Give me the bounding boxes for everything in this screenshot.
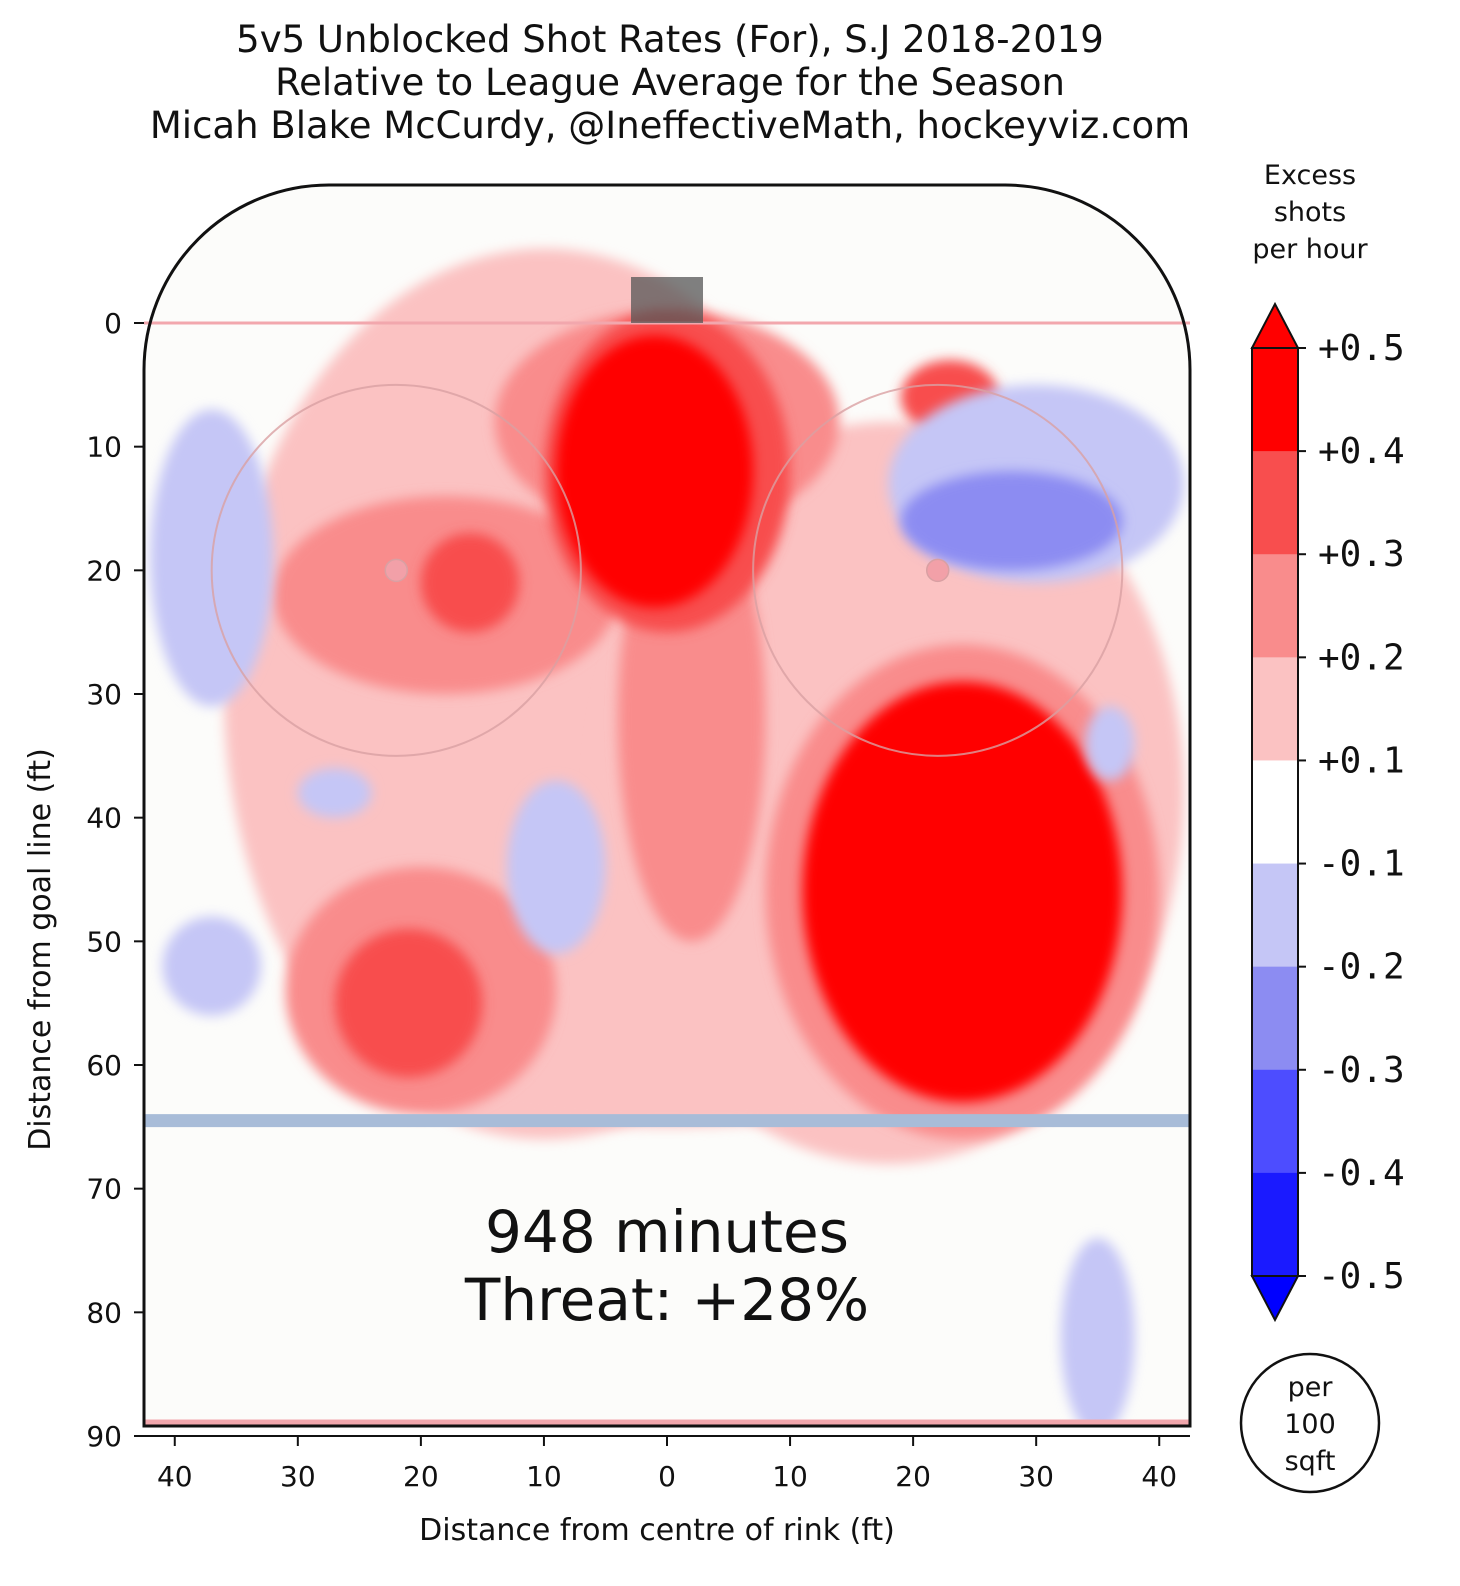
minutes-annotation: 948 minutes bbox=[485, 1198, 849, 1266]
x-tick-label: 30 bbox=[1018, 1460, 1054, 1493]
colorbar-tick-label: -0.3 bbox=[1318, 1050, 1405, 1091]
y-tick-label: 40 bbox=[86, 802, 122, 835]
x-tick-label: 0 bbox=[658, 1460, 676, 1493]
contour-region bbox=[1085, 706, 1135, 781]
faceoff-dot bbox=[384, 558, 409, 583]
unit-badge-line: per bbox=[1288, 1372, 1334, 1403]
colorbar-band bbox=[1252, 451, 1298, 555]
y-tick-label: 90 bbox=[86, 1420, 122, 1453]
y-tick-label: 10 bbox=[86, 431, 122, 464]
contour-layer bbox=[150, 248, 1184, 1426]
colorbar-tick-label: +0.1 bbox=[1318, 740, 1405, 781]
unit-badge-circle bbox=[1239, 1352, 1381, 1494]
chart-title: 5v5 Unblocked Shot Rates (For), S.J 2018… bbox=[236, 18, 1104, 61]
x-tick-label: 40 bbox=[1141, 1460, 1177, 1493]
colorbar-tick-label: +0.2 bbox=[1318, 637, 1405, 678]
y-tick-label: 60 bbox=[86, 1049, 122, 1082]
contour-region bbox=[420, 533, 520, 633]
net bbox=[631, 277, 703, 323]
faceoff-circle bbox=[210, 383, 582, 757]
contour-region bbox=[556, 335, 754, 608]
colorbar-title-line: Excess bbox=[1264, 160, 1356, 191]
contour-region bbox=[334, 928, 483, 1078]
contour-region bbox=[900, 471, 1123, 571]
colorbar-extend-low bbox=[1250, 1275, 1300, 1323]
colorbar-frame bbox=[1251, 347, 1299, 1277]
y-tick-label: 70 bbox=[86, 1173, 122, 1206]
chart-subtitle: Relative to League Average for the Seaso… bbox=[275, 61, 1065, 104]
contour-region bbox=[1060, 1238, 1135, 1426]
x-tick-label: 10 bbox=[526, 1460, 562, 1493]
chart-title-block: 5v5 Unblocked Shot Rates (For), S.J 2018… bbox=[0, 18, 1340, 147]
colorbar-title-line: per hour bbox=[1252, 234, 1368, 265]
colorbar-tick-label: -0.2 bbox=[1318, 947, 1405, 988]
contour-region bbox=[162, 916, 261, 1016]
colorbar-tick-label: +0.5 bbox=[1318, 328, 1405, 369]
faceoff-circle bbox=[752, 383, 1124, 757]
threat-annotation: Threat: +28% bbox=[464, 1266, 869, 1334]
colorbar-tick-label: -0.4 bbox=[1318, 1153, 1405, 1194]
y-tick-label: 80 bbox=[86, 1296, 122, 1329]
colorbar-band bbox=[1252, 657, 1298, 761]
x-tick-label: 20 bbox=[895, 1460, 931, 1493]
colorbar-band bbox=[1252, 1069, 1298, 1174]
contour-region bbox=[297, 768, 372, 818]
y-tick-label: 0 bbox=[104, 307, 122, 340]
rink-markings bbox=[142, 183, 1192, 1428]
x-tick-label: 20 bbox=[403, 1460, 439, 1493]
colorbar-band bbox=[1252, 348, 1298, 452]
colorbar-extend-high bbox=[1250, 301, 1300, 349]
colorbar: +0.5 +0.4 +0.3 +0.2 +0.1 -0.1 -0.2 -0.3 -0.4 -0.5 bbox=[1250, 301, 1405, 1323]
contour-region bbox=[507, 780, 606, 954]
unit-badge-line: 100 bbox=[1284, 1409, 1336, 1440]
y-tick-label: 50 bbox=[86, 925, 122, 958]
unit-badge-line: sqft bbox=[1285, 1446, 1336, 1477]
y-axis-label: Distance from goal line (ft) bbox=[23, 748, 58, 1151]
unit-badge: per 100 sqft bbox=[1239, 1352, 1381, 1494]
colorbar-title-line: shots bbox=[1274, 197, 1346, 228]
rink-outline bbox=[142, 183, 1192, 1428]
y-tick-label: 30 bbox=[86, 678, 122, 711]
contour-region bbox=[802, 681, 1123, 1103]
colorbar-band bbox=[1252, 554, 1298, 658]
x-axis-label: Distance from centre of rink (ft) bbox=[419, 1513, 895, 1548]
y-tick-label: 20 bbox=[86, 554, 122, 587]
axes: 40 30 20 10 0 10 20 30 40 0 10 20 30 40 50 60 70 80 90 bbox=[86, 307, 1190, 1493]
x-tick-label: 10 bbox=[772, 1460, 808, 1493]
colorbar-title: Excess shots per hour bbox=[1252, 160, 1368, 265]
colorbar-tick-label: -0.5 bbox=[1318, 1256, 1405, 1297]
x-tick-label: 40 bbox=[157, 1460, 193, 1493]
colorbar-tick-label: +0.3 bbox=[1318, 534, 1405, 575]
colorbar-band bbox=[1252, 1172, 1298, 1277]
chart-credit: Micah Blake McCurdy, @IneffectiveMath, h… bbox=[149, 104, 1191, 147]
colorbar-band bbox=[1252, 863, 1298, 968]
colorbar-band bbox=[1252, 966, 1298, 1071]
colorbar-band bbox=[1252, 760, 1298, 865]
x-tick-label: 30 bbox=[280, 1460, 316, 1493]
colorbar-tick-label: -0.1 bbox=[1318, 844, 1405, 885]
colorbar-tick-label: +0.4 bbox=[1318, 431, 1405, 472]
faceoff-dot bbox=[925, 558, 950, 583]
